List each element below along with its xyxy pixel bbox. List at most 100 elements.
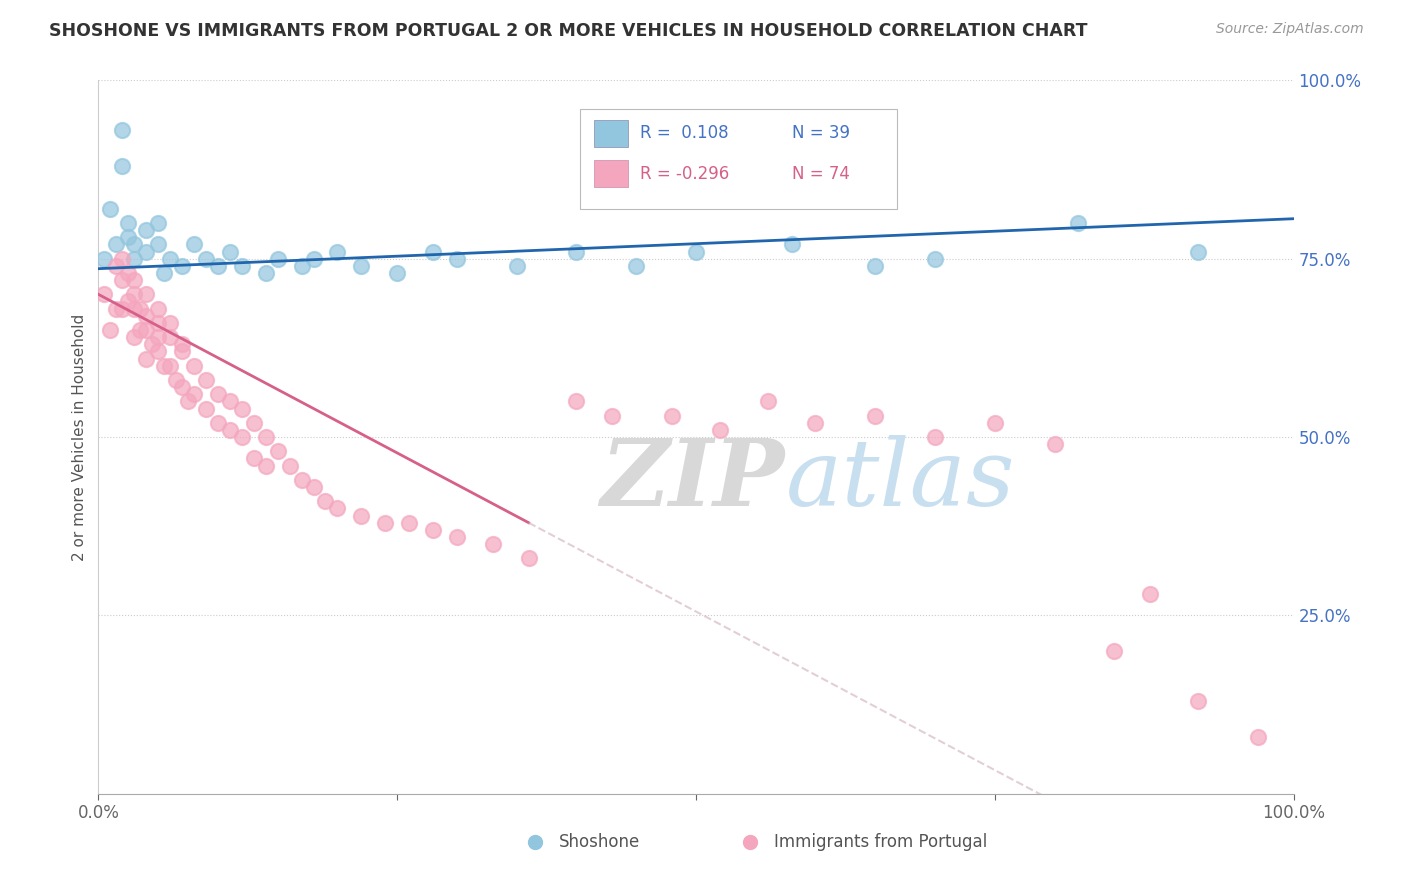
Point xyxy=(135,309,157,323)
Point xyxy=(315,494,337,508)
Text: N = 74: N = 74 xyxy=(792,165,849,183)
Point xyxy=(135,323,157,337)
Point xyxy=(124,237,146,252)
Point xyxy=(141,337,163,351)
Point xyxy=(98,323,122,337)
Bar xyxy=(595,161,628,187)
Point xyxy=(105,259,128,273)
Point xyxy=(865,259,887,273)
Point xyxy=(350,508,373,523)
Point xyxy=(183,359,205,373)
Point xyxy=(129,323,152,337)
Text: N = 39: N = 39 xyxy=(792,124,849,142)
Point xyxy=(446,252,468,266)
Text: R = -0.296: R = -0.296 xyxy=(640,165,730,183)
Point xyxy=(738,835,761,849)
Point xyxy=(1139,587,1161,601)
Point xyxy=(135,244,157,259)
Point xyxy=(117,216,139,230)
Text: SHOSHONE VS IMMIGRANTS FROM PORTUGAL 2 OR MORE VEHICLES IN HOUSEHOLD CORRELATION: SHOSHONE VS IMMIGRANTS FROM PORTUGAL 2 O… xyxy=(49,22,1088,40)
Point xyxy=(243,451,266,466)
Point xyxy=(153,266,176,280)
Point xyxy=(517,551,540,566)
Point xyxy=(183,387,205,401)
Point xyxy=(219,244,242,259)
Point xyxy=(756,394,779,409)
Point xyxy=(602,409,624,423)
Point xyxy=(278,458,301,473)
Point xyxy=(183,237,205,252)
Point xyxy=(159,252,181,266)
Point xyxy=(1067,216,1090,230)
Point xyxy=(177,394,200,409)
Point xyxy=(195,401,218,416)
Point xyxy=(124,301,146,316)
Point xyxy=(924,430,946,444)
Point xyxy=(291,473,314,487)
Point xyxy=(172,337,194,351)
Point xyxy=(291,259,314,273)
Point xyxy=(165,373,187,387)
Point xyxy=(93,287,115,301)
Point xyxy=(195,373,218,387)
Point xyxy=(565,394,588,409)
Point xyxy=(231,259,253,273)
Point xyxy=(422,244,444,259)
Text: Immigrants from Portugal: Immigrants from Portugal xyxy=(773,833,987,851)
Point xyxy=(159,330,181,344)
Point xyxy=(254,266,277,280)
Point xyxy=(129,301,152,316)
Bar xyxy=(581,109,897,209)
Point xyxy=(111,301,134,316)
Point xyxy=(385,266,409,280)
Point xyxy=(506,259,529,273)
Point xyxy=(117,294,139,309)
Point xyxy=(124,273,146,287)
Point xyxy=(159,359,181,373)
Point xyxy=(1104,644,1126,658)
Point xyxy=(231,430,253,444)
Point xyxy=(172,259,194,273)
Point xyxy=(135,223,157,237)
Point xyxy=(626,259,648,273)
Point xyxy=(207,387,229,401)
Point xyxy=(1247,730,1270,744)
Point xyxy=(148,301,170,316)
Point xyxy=(780,237,803,252)
Point xyxy=(984,416,1007,430)
Point xyxy=(117,266,139,280)
Point xyxy=(148,344,170,359)
Point xyxy=(98,202,122,216)
Point xyxy=(148,216,170,230)
Point xyxy=(661,409,683,423)
Point xyxy=(243,416,266,430)
Point xyxy=(267,444,290,458)
Y-axis label: 2 or more Vehicles in Household: 2 or more Vehicles in Household xyxy=(72,313,87,561)
Point xyxy=(148,330,170,344)
Point xyxy=(326,244,349,259)
Text: Source: ZipAtlas.com: Source: ZipAtlas.com xyxy=(1216,22,1364,37)
Point xyxy=(685,244,707,259)
Point xyxy=(124,252,146,266)
Point xyxy=(172,380,194,394)
Point xyxy=(254,430,277,444)
Point xyxy=(117,230,139,244)
Point xyxy=(172,344,194,359)
Point xyxy=(804,416,827,430)
Point xyxy=(159,316,181,330)
Point xyxy=(422,523,444,537)
Point xyxy=(326,501,349,516)
Point xyxy=(565,244,588,259)
Point xyxy=(709,423,731,437)
Point xyxy=(148,316,170,330)
Point xyxy=(195,252,218,266)
Text: atlas: atlas xyxy=(786,435,1015,524)
Point xyxy=(481,537,505,551)
Point xyxy=(1187,694,1209,708)
Point xyxy=(135,287,157,301)
Point xyxy=(111,252,134,266)
Point xyxy=(111,123,134,137)
Point xyxy=(924,252,946,266)
Point xyxy=(267,252,290,266)
Point xyxy=(124,287,146,301)
